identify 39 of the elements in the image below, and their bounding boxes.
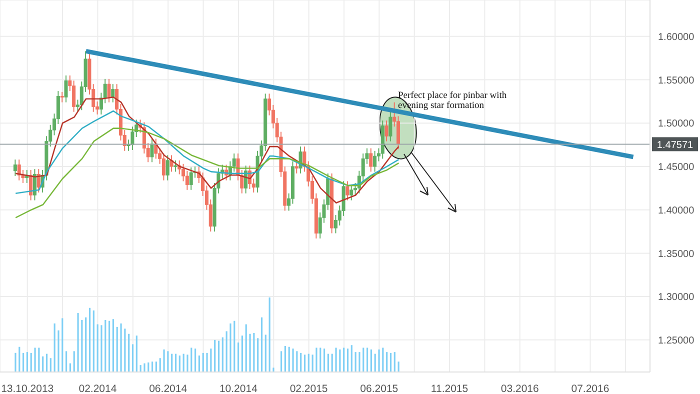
candlestick [189,166,193,190]
candlestick [60,91,64,103]
y-tick-label: 1.55000 [658,75,695,86]
x-tick-label: 06.2015 [360,383,398,394]
y-tick-label: 1.30000 [658,292,695,304]
candlestick [373,150,377,172]
candlestick [350,184,354,201]
y-tick-label: 1.40000 [658,205,695,216]
line-series [14,128,400,218]
x-tick-label: 11.2015 [430,383,468,394]
candlestick [13,159,17,177]
x-tick-label: 10.2014 [219,383,258,394]
candlestick [162,152,166,181]
candlestick [294,160,298,174]
ref-line-label: 1.47571 [656,140,694,152]
x-tick-label: 02.2015 [290,383,328,394]
x-tick-label: 03.2016 [500,383,540,394]
candlestick [107,78,111,103]
line-series [14,110,400,194]
candlestick [232,152,236,172]
x-tick-label: 07.2016 [571,383,610,394]
y-tick-label: 1.45000 [658,162,695,174]
x-tick-label: 13.10.2013 [1,383,54,394]
y-tick-label: 1.35000 [658,248,695,260]
candlestick [111,84,115,103]
candlestick [388,111,392,142]
x-tick-label: 02.2014 [78,383,117,394]
candlestick [369,148,373,172]
candlestick [150,138,154,163]
y-tick-label: 1.60000 [658,32,695,43]
x-tick-label: 06.2014 [149,383,188,394]
candlestick [64,74,68,103]
y-tick-label: 1.25000 [658,335,695,346]
candlestick [346,180,350,201]
candlestick [384,120,388,142]
candlestick [166,154,170,181]
y-tick-label: 1.50000 [658,118,695,130]
candlestick [174,160,178,172]
candlestick [170,154,174,172]
